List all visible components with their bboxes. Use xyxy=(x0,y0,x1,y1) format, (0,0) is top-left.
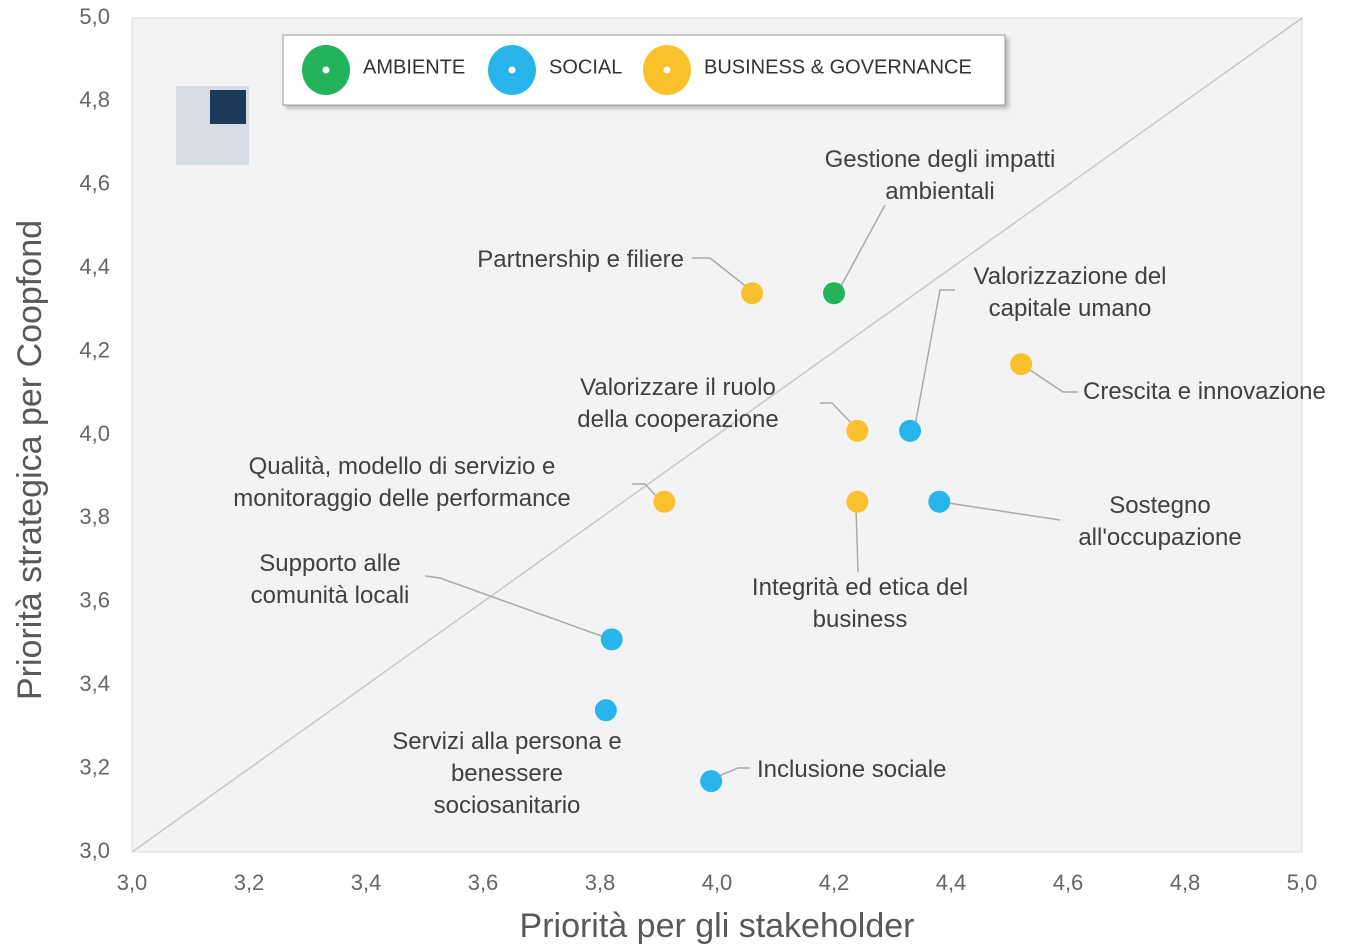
leader-line xyxy=(692,257,749,289)
legend-label: AMBIENTE xyxy=(363,56,465,78)
point-label: Crescita e innovazione xyxy=(1083,378,1326,405)
y-tick-label: 3,8 xyxy=(79,504,110,529)
x-tick-label: 3,8 xyxy=(585,870,616,895)
point-label: Servizi alla persona e benessere sociosa… xyxy=(392,728,622,819)
x-tick-label: 4,2 xyxy=(819,870,850,895)
decor-square-dark xyxy=(210,90,246,124)
x-tick-label: 4,0 xyxy=(702,870,733,895)
leader-line xyxy=(820,402,857,429)
leader-line xyxy=(424,575,608,639)
point xyxy=(846,419,869,442)
x-tick-label: 3,6 xyxy=(468,870,499,895)
legend-marker-dot xyxy=(322,66,330,74)
point xyxy=(928,490,951,513)
y-tick-label: 3,4 xyxy=(79,671,110,696)
legend-marker-dot xyxy=(663,66,671,74)
point xyxy=(741,282,764,305)
leader-line xyxy=(1023,365,1078,393)
point-label: Gestione degli impatti ambientali xyxy=(824,146,1056,205)
x-tick-label: 5,0 xyxy=(1287,870,1318,895)
point xyxy=(594,699,617,722)
point-label: Integrità ed etica del business xyxy=(751,574,969,633)
point-label: Partnership e filiere xyxy=(477,246,684,273)
point-label: Valorizzare il ruolo della cooperazione xyxy=(577,374,779,433)
leader-line xyxy=(715,767,750,778)
point-label: Valorizzazione del capitale umano xyxy=(973,263,1167,322)
x-tick-label: 4,6 xyxy=(1053,870,1084,895)
point-label: Inclusione sociale xyxy=(757,756,947,783)
y-tick-label: 4,0 xyxy=(79,421,110,446)
x-axis-title: Priorità per gli stakeholder xyxy=(520,907,915,945)
y-tick-label: 4,6 xyxy=(79,171,110,196)
legend-marker-dot xyxy=(508,66,516,74)
point-label: Sostegno all'occupazione xyxy=(1078,492,1242,551)
x-tick-label: 3,0 xyxy=(117,870,148,895)
x-tick-label: 3,2 xyxy=(234,870,265,895)
point xyxy=(846,490,869,513)
y-tick-label: 4,8 xyxy=(79,87,110,112)
diagonal xyxy=(131,17,1303,853)
leader-line xyxy=(947,502,1061,521)
y-tick-label: 3,6 xyxy=(79,588,110,613)
point xyxy=(1010,353,1033,376)
x-tick-label: 3,4 xyxy=(351,870,382,895)
x-tick-label: 4,4 xyxy=(936,870,967,895)
y-tick-label: 5,0 xyxy=(79,4,110,29)
point-label: Supporto alle comunità locali xyxy=(250,550,410,609)
x-tick-label: 4,8 xyxy=(1170,870,1201,895)
legend-label: SOCIAL xyxy=(549,56,622,78)
point xyxy=(899,419,922,442)
legend-label: BUSINESS & GOVERNANCE xyxy=(704,56,972,78)
y-axis-title: Priorità strategica per Coopfond xyxy=(11,220,49,700)
leader-line xyxy=(914,289,955,427)
y-tick-label: 3,0 xyxy=(79,838,110,863)
y-tick-label: 3,2 xyxy=(79,754,110,779)
y-tick-label: 4,2 xyxy=(79,337,110,362)
leader-line xyxy=(855,507,859,573)
leader-line xyxy=(839,204,886,289)
leader-line xyxy=(632,483,659,499)
point-label: Qualità, modello di servizio e monitorag… xyxy=(233,453,571,512)
point xyxy=(700,770,723,793)
point xyxy=(600,628,623,651)
point xyxy=(823,282,845,305)
point xyxy=(653,490,676,513)
y-tick-label: 4,4 xyxy=(79,254,110,279)
